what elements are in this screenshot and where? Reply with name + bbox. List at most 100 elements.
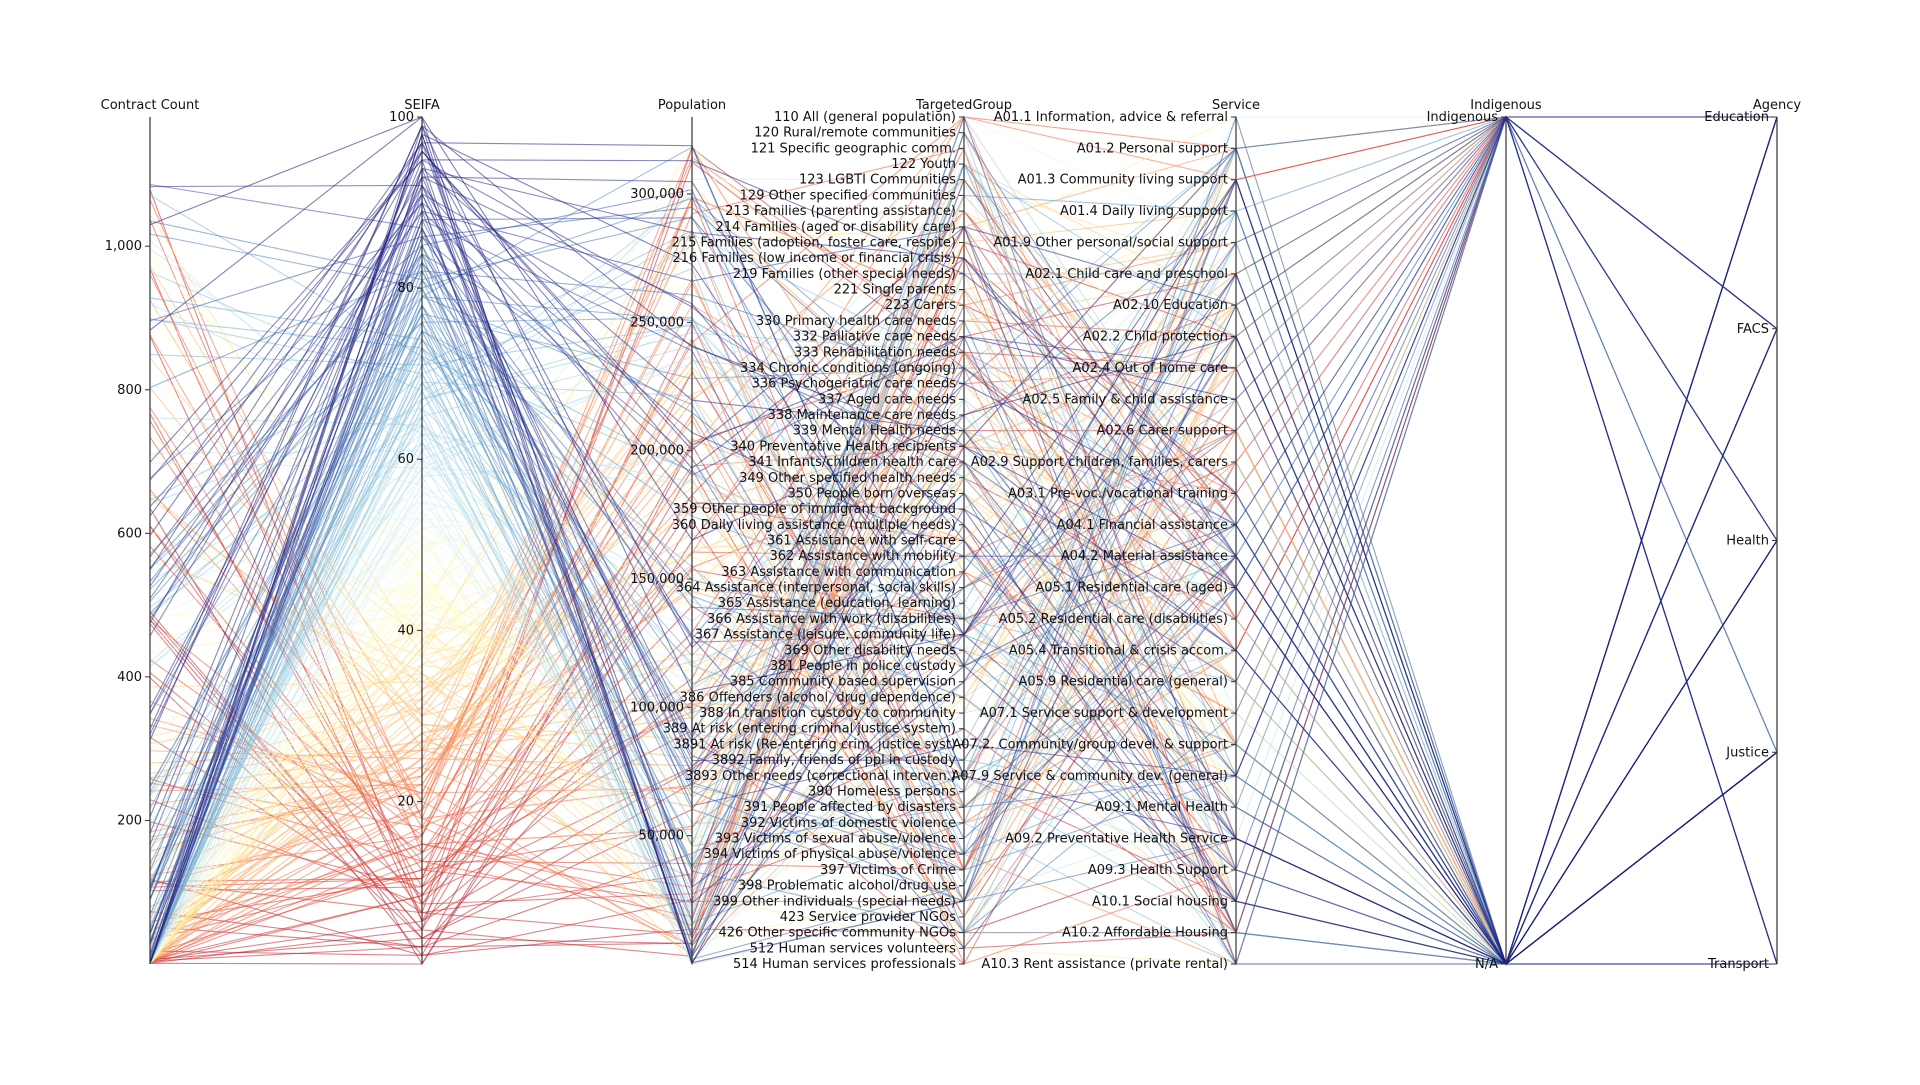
category-label-349-other-specified-health-needs: 349 Other specified health needs — [739, 471, 956, 486]
axis-contract-count: Contract Count 200 400 600 800 1,000 — [101, 98, 200, 964]
category-label-337-aged-care-needs: 337 Aged care needs — [818, 392, 956, 407]
category-label-221-single-parents: 221 Single parents — [834, 283, 957, 298]
category-label-a09-3-health-support: A09.3 Health Support — [1088, 863, 1228, 878]
category-label-341-infants-children-health-care: 341 Infants/children health care — [748, 455, 956, 470]
category-label-390-homeless-persons: 390 Homeless persons — [808, 784, 956, 799]
tick-label-population-50000: 50,000 — [639, 829, 685, 844]
axes-layer: Contract Count 200 400 600 800 1,000 SEIFA 20 40… — [101, 98, 1802, 972]
tick-label-contract-count-800: 800 — [117, 383, 142, 398]
category-label-336-psychogeriatric-care-needs: 336 Psychogeriatric care needs — [752, 377, 957, 392]
tick-label-contract-count-1000: 1,000 — [105, 239, 142, 254]
category-label-a01-1-information-advice-referral: A01.1 Information, advice & referral — [994, 110, 1228, 125]
category-label-a10-2-affordable-housing: A10.2 Affordable Housing — [1062, 926, 1228, 941]
tick-label-population-200000: 200,000 — [630, 444, 684, 459]
category-label-education: Education — [1704, 110, 1769, 125]
tick-label-contract-count-400: 400 — [117, 670, 142, 685]
category-label-219-families-other-special-needs: 219 Families (other special needs) — [733, 267, 956, 282]
axis-seifa: SEIFA 20 40 60 80 100 — [389, 98, 440, 964]
category-label-216-families-low-income-or-financial-crisis: 216 Families (low income or financial cr… — [672, 251, 956, 266]
category-label-214-families-aged-or-disability-care: 214 Families (aged or disability care) — [715, 220, 956, 235]
category-label-a01-9-other-personal-social-support: A01.9 Other personal/social support — [993, 235, 1228, 250]
category-label-394-victims-of-physical-abuse-violence: 394 Victims of physical abuse/violence — [703, 847, 956, 862]
category-label-a04-1-financial-assistance: A04.1 Financial assistance — [1057, 518, 1228, 533]
category-label-392-victims-of-domestic-violence: 392 Victims of domestic violence — [741, 816, 956, 831]
category-label-397-victims-of-crime: 397 Victims of Crime — [820, 863, 956, 878]
category-label-386-offenders-alcohol-drug-dependence: 386 Offenders (alcohol, drug dependence) — [680, 690, 956, 705]
category-label-a01-2-personal-support: A01.2 Personal support — [1077, 141, 1228, 156]
category-label-514-human-services-professionals: 514 Human services professionals — [733, 957, 956, 972]
axis-title-agency: Agency — [1753, 98, 1802, 113]
axis-title-targetedgroup: TargetedGroup — [915, 98, 1012, 113]
category-label-a05-9-residential-care-general: A05.9 Residential care (general) — [1018, 675, 1228, 690]
category-label-a07-9-service-community-dev-general: A07.9 Service & community dev. (general) — [951, 769, 1228, 784]
tick-label-population-300000: 300,000 — [630, 187, 684, 202]
axis-title-contract-count: Contract Count — [101, 98, 200, 113]
category-label-367-assistance-leisure-community-life: 367 Assistance (leisure, community life) — [695, 628, 956, 643]
category-label-334-chronic-conditions-ongoing: 334 Chronic conditions (ongoing) — [740, 361, 956, 376]
category-label-340-preventative-health-recipients: 340 Preventative Health recipients — [730, 439, 956, 454]
category-label-a04-2-material-assistance: A04.2 Material assistance — [1061, 549, 1228, 564]
category-label-129-other-specified-communities: 129 Other specified communities — [740, 188, 957, 203]
category-label-330-primary-health-care-needs: 330 Primary health care needs — [756, 314, 956, 329]
category-label-a05-2-residential-care-disabilities: A05.2 Residential care (disabilities) — [999, 612, 1228, 627]
category-label-a09-2-preventative-health-service: A09.2 Preventative Health Service — [1005, 832, 1228, 847]
category-label-facs: FACS — [1737, 322, 1769, 337]
tick-label-seifa-40: 40 — [397, 623, 414, 638]
tick-label-seifa-60: 60 — [397, 452, 414, 467]
category-label-366-assistance-with-work-disabilities: 366 Assistance with work (disabilities) — [707, 612, 956, 627]
category-label-a01-4-daily-living-support: A01.4 Daily living support — [1060, 204, 1228, 219]
category-label-a02-2-child-protection: A02.2 Child protection — [1083, 330, 1228, 345]
category-label-a05-1-residential-care-aged: A05.1 Residential care (aged) — [1035, 581, 1228, 596]
category-label-361-assistance-with-self-care: 361 Assistance with self-care — [767, 534, 956, 549]
category-label-123-lgbti-communities: 123 LGBTI Communities — [799, 173, 956, 188]
category-label-359-other-people-of-immigrant-background: 359 Other people of immigrant background — [673, 502, 956, 517]
category-label-110-all-general-population: 110 All (general population) — [774, 110, 956, 125]
category-label-indigenous: Indigenous — [1427, 110, 1499, 125]
axis-title-service: Service — [1212, 98, 1260, 113]
category-label-transport: Transport — [1707, 957, 1769, 972]
axis-population: Population 50,000 100,000 150,000 200,000 250… — [630, 98, 726, 964]
category-label-350-people-born-overseas: 350 People born overseas — [788, 486, 957, 501]
category-label-justice: Justice — [1725, 745, 1769, 760]
category-label-a05-4-transitional-crisis-accom: A05.4 Transitional & crisis accom. — [1009, 643, 1228, 658]
category-label-338-maintenance-care-needs: 338 Maintenance care needs — [768, 408, 957, 423]
category-label-339-mental-health-needs: 339 Mental Health needs — [793, 424, 957, 439]
category-label-333-rehabilitation-needs: 333 Rehabilitation needs — [794, 345, 956, 360]
category-label-a02-4-out-of-home-care: A02.4 Out of home care — [1073, 361, 1229, 376]
tick-label-population-250000: 250,000 — [630, 315, 684, 330]
category-label-385-community-based-supervision: 385 Community based supervision — [730, 675, 956, 690]
tick-label-seifa-100: 100 — [389, 110, 414, 125]
category-label-121-specific-geographic-comm: 121 Specific geographic comm. — [751, 141, 956, 156]
category-label-a01-3-community-living-support: A01.3 Community living support — [1018, 173, 1228, 188]
category-label-332-palliative-care-needs: 332 Palliative care needs — [793, 330, 956, 345]
category-label-122-youth: 122 Youth — [891, 157, 956, 172]
category-label-391-people-affected-by-disasters: 391 People affected by disasters — [744, 800, 957, 815]
category-label-a02-6-carer-support: A02.6 Carer support — [1097, 424, 1228, 439]
tick-label-population-100000: 100,000 — [630, 700, 684, 715]
axis-title-indigenous: Indigenous — [1470, 98, 1542, 113]
category-label-363-assistance-with-communication: 363 Assistance with communication — [721, 565, 956, 580]
category-label-a03-1-pre-voc-vocational-training: A03.1 Pre-voc./vocational training — [1008, 486, 1228, 501]
category-label-a10-1-social-housing: A10.1 Social housing — [1092, 894, 1228, 909]
category-label-3893-other-needs-correctional-interven: 3893 Other needs (correctional interven.… — [685, 769, 956, 784]
category-label-215-families-adoption-foster-care-respite: 215 Families (adoption, foster care, res… — [672, 235, 956, 250]
category-label-426-other-specific-community-ngos: 426 Other specific community NGOs — [719, 926, 957, 941]
category-label-3891-at-risk-re-entering-crim-justice-syst: 3891 At risk (Re-entering crim. justice … — [673, 737, 956, 752]
category-label-a10-3-rent-assistance-private-rental: A10.3 Rent assistance (private rental) — [981, 957, 1228, 972]
category-label-223-carers: 223 Carers — [885, 298, 956, 313]
tick-label-seifa-20: 20 — [397, 794, 414, 809]
category-label-512-human-services-volunteers: 512 Human services volunteers — [750, 941, 957, 956]
category-label-a07-1-service-support-development: A07.1 Service support & development — [980, 706, 1228, 721]
category-label-389-at-risk-entering-criminal-justice-system: 389 At risk (entering criminal justice s… — [663, 722, 956, 737]
tick-label-seifa-80: 80 — [397, 281, 414, 296]
category-label-360-daily-living-assistance-multiple-needs: 360 Daily living assistance (multiple ne… — [672, 518, 956, 533]
axis-title-seifa: SEIFA — [404, 98, 440, 113]
category-label-213-families-parenting-assistance: 213 Families (parenting assistance) — [725, 204, 956, 219]
category-label-health: Health — [1726, 534, 1769, 549]
category-label-423-service-provider-ngos: 423 Service provider NGOs — [780, 910, 956, 925]
